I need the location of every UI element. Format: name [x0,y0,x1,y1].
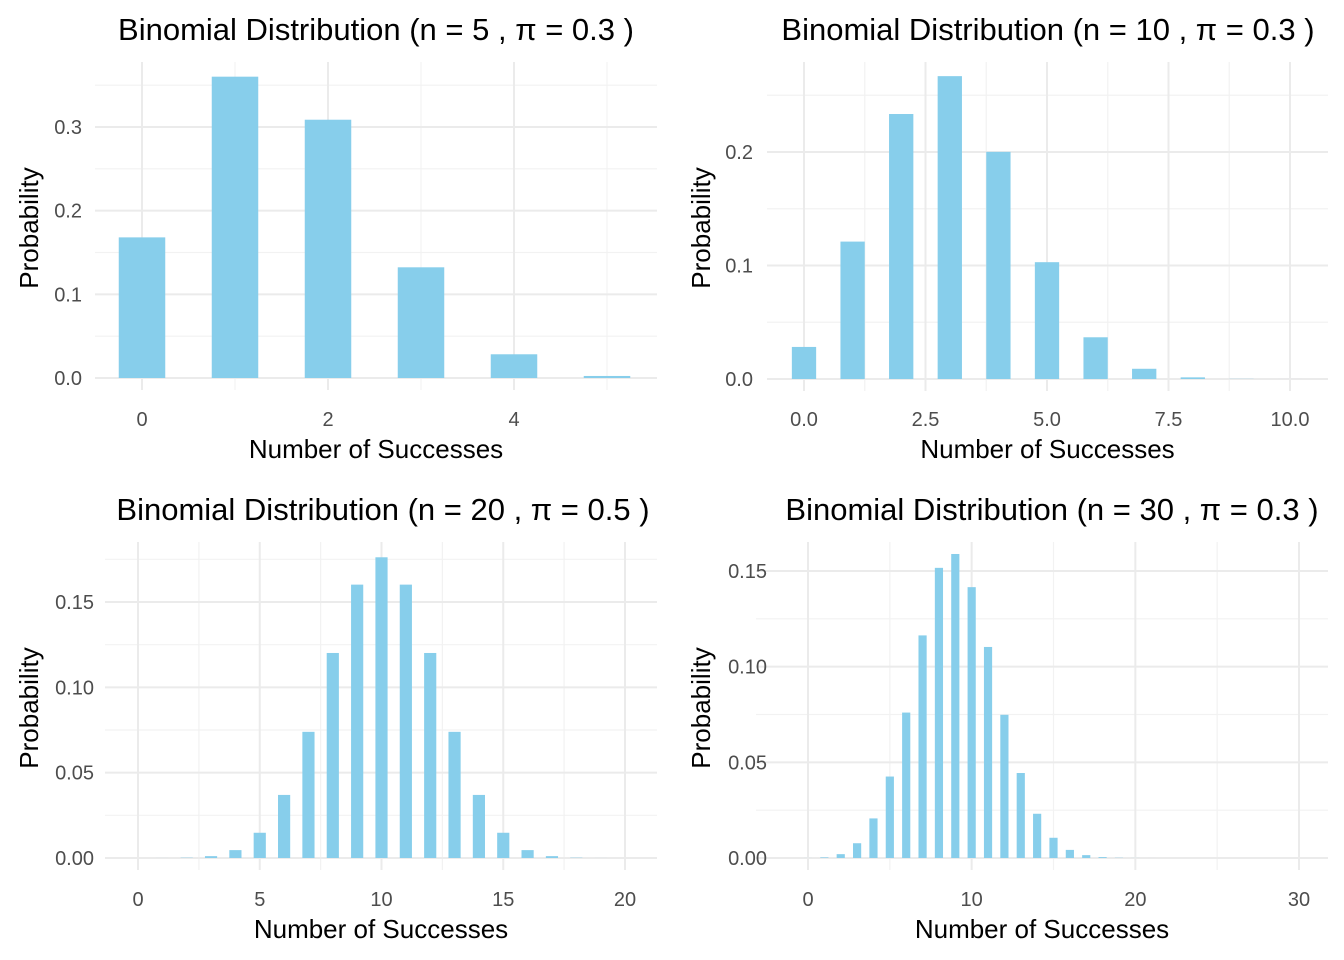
bar [791,346,817,379]
y-tick-label: 0.2 [725,142,753,164]
bar [399,584,412,858]
x-tick-label: 20 [614,889,636,911]
bar [889,114,914,380]
y-tick-label: 0.3 [54,117,82,139]
bar [304,119,352,378]
y-tick-label: 0.2 [54,201,82,223]
x-axis-title: Number of Successes [920,434,1174,464]
x-tick-label: 10.0 [1271,409,1310,431]
bar [1098,857,1107,858]
bar [375,557,388,858]
bar [1082,855,1091,858]
bar [937,76,962,379]
bar [472,794,485,858]
bar [490,354,538,378]
y-tick-label: 0.00 [55,848,94,870]
bar [278,794,291,858]
y-tick-label: 0.05 [728,752,767,774]
x-tick-label: 5 [254,889,265,911]
bar [583,375,631,378]
chart-title: Binomial Distribution (n = 30 , π = 0.3 … [785,492,1318,527]
bar [1000,714,1009,858]
chart-title: Binomial Distribution (n = 20 , π = 0.5 … [116,492,649,527]
bar [1034,262,1060,379]
x-tick-label: 7.5 [1155,409,1183,431]
bar [118,237,166,378]
y-axis-title: Probability [14,167,44,288]
bar [967,587,976,858]
bar [351,584,364,858]
bar [820,857,829,858]
bar [211,76,259,378]
bar [918,635,927,858]
y-axis-title: Probability [14,647,44,768]
x-tick-label: 20 [1124,889,1146,911]
panel-2: 0.0 0.1 0.2 0.0 2.5 5.0 7.5 10.0 Binomial Distri… [686,12,1328,464]
bar [253,832,266,858]
bar [497,832,510,858]
y-tick-label: 0.15 [728,561,767,583]
bar [1065,849,1074,858]
bar [902,712,911,858]
bar [836,854,845,858]
bar [521,850,534,858]
x-axis-title: Number of Successes [249,434,503,464]
bar [448,731,461,858]
y-tick-label: 0.1 [725,256,753,278]
bar [1083,337,1108,379]
bar [326,652,339,858]
x-tick-label: 10 [961,889,983,911]
bar [1016,773,1025,858]
y-tick-label: 0.0 [725,369,753,391]
y-tick-label: 0.05 [55,763,94,785]
x-tick-label: 2 [322,409,333,431]
x-tick-label: 0.0 [790,409,818,431]
bar [986,151,1011,379]
y-tick-label: 0.0 [54,368,82,390]
bar [424,652,437,858]
chart-title: Binomial Distribution (n = 10 , π = 0.3 … [781,12,1314,47]
bar [1180,377,1205,379]
x-tick-label: 5.0 [1033,409,1061,431]
y-tick-label: 0.15 [55,592,94,614]
x-tick-label: 2.5 [912,409,940,431]
x-tick-label: 0 [802,889,813,911]
bar [204,856,218,858]
bar [840,241,865,379]
bar [545,856,559,858]
chart-title: Binomial Distribution (n = 5 , π = 0.3 ) [118,12,634,47]
y-tick-label: 0.00 [728,848,767,870]
bar [869,818,878,858]
x-axis-title: Number of Successes [915,914,1169,944]
y-tick-label: 0.10 [728,657,767,679]
bar [885,776,894,858]
y-axis-title: Probability [686,647,716,768]
panel-1: 0.0 0.1 0.2 0.3 0 2 4 Binomial Distribution (n … [14,12,657,464]
bar [302,731,315,858]
panel-4: 0.00 0.05 0.10 0.15 0 10 20 30 Binomial Distribu… [686,492,1328,944]
x-tick-label: 30 [1288,889,1310,911]
bar [397,267,445,378]
x-tick-label: 15 [492,889,514,911]
bar [1049,837,1058,858]
bar [1033,813,1042,858]
panel-3: 0.00 0.05 0.10 0.15 0 5 10 15 20 Binomial Distrib… [14,492,657,944]
bar [1132,368,1157,379]
y-tick-label: 0.1 [54,284,82,306]
bar [934,567,944,858]
y-tick-label: 0.10 [55,677,94,699]
x-tick-label: 10 [370,889,392,911]
bar [853,843,862,858]
x-tick-label: 0 [136,409,147,431]
x-tick-label: 0 [132,889,143,911]
x-tick-label: 4 [508,409,519,431]
x-axis-title: Number of Successes [254,914,508,944]
bar [983,646,993,858]
bar [951,553,960,858]
y-axis-title: Probability [686,167,716,288]
bar [229,850,242,858]
